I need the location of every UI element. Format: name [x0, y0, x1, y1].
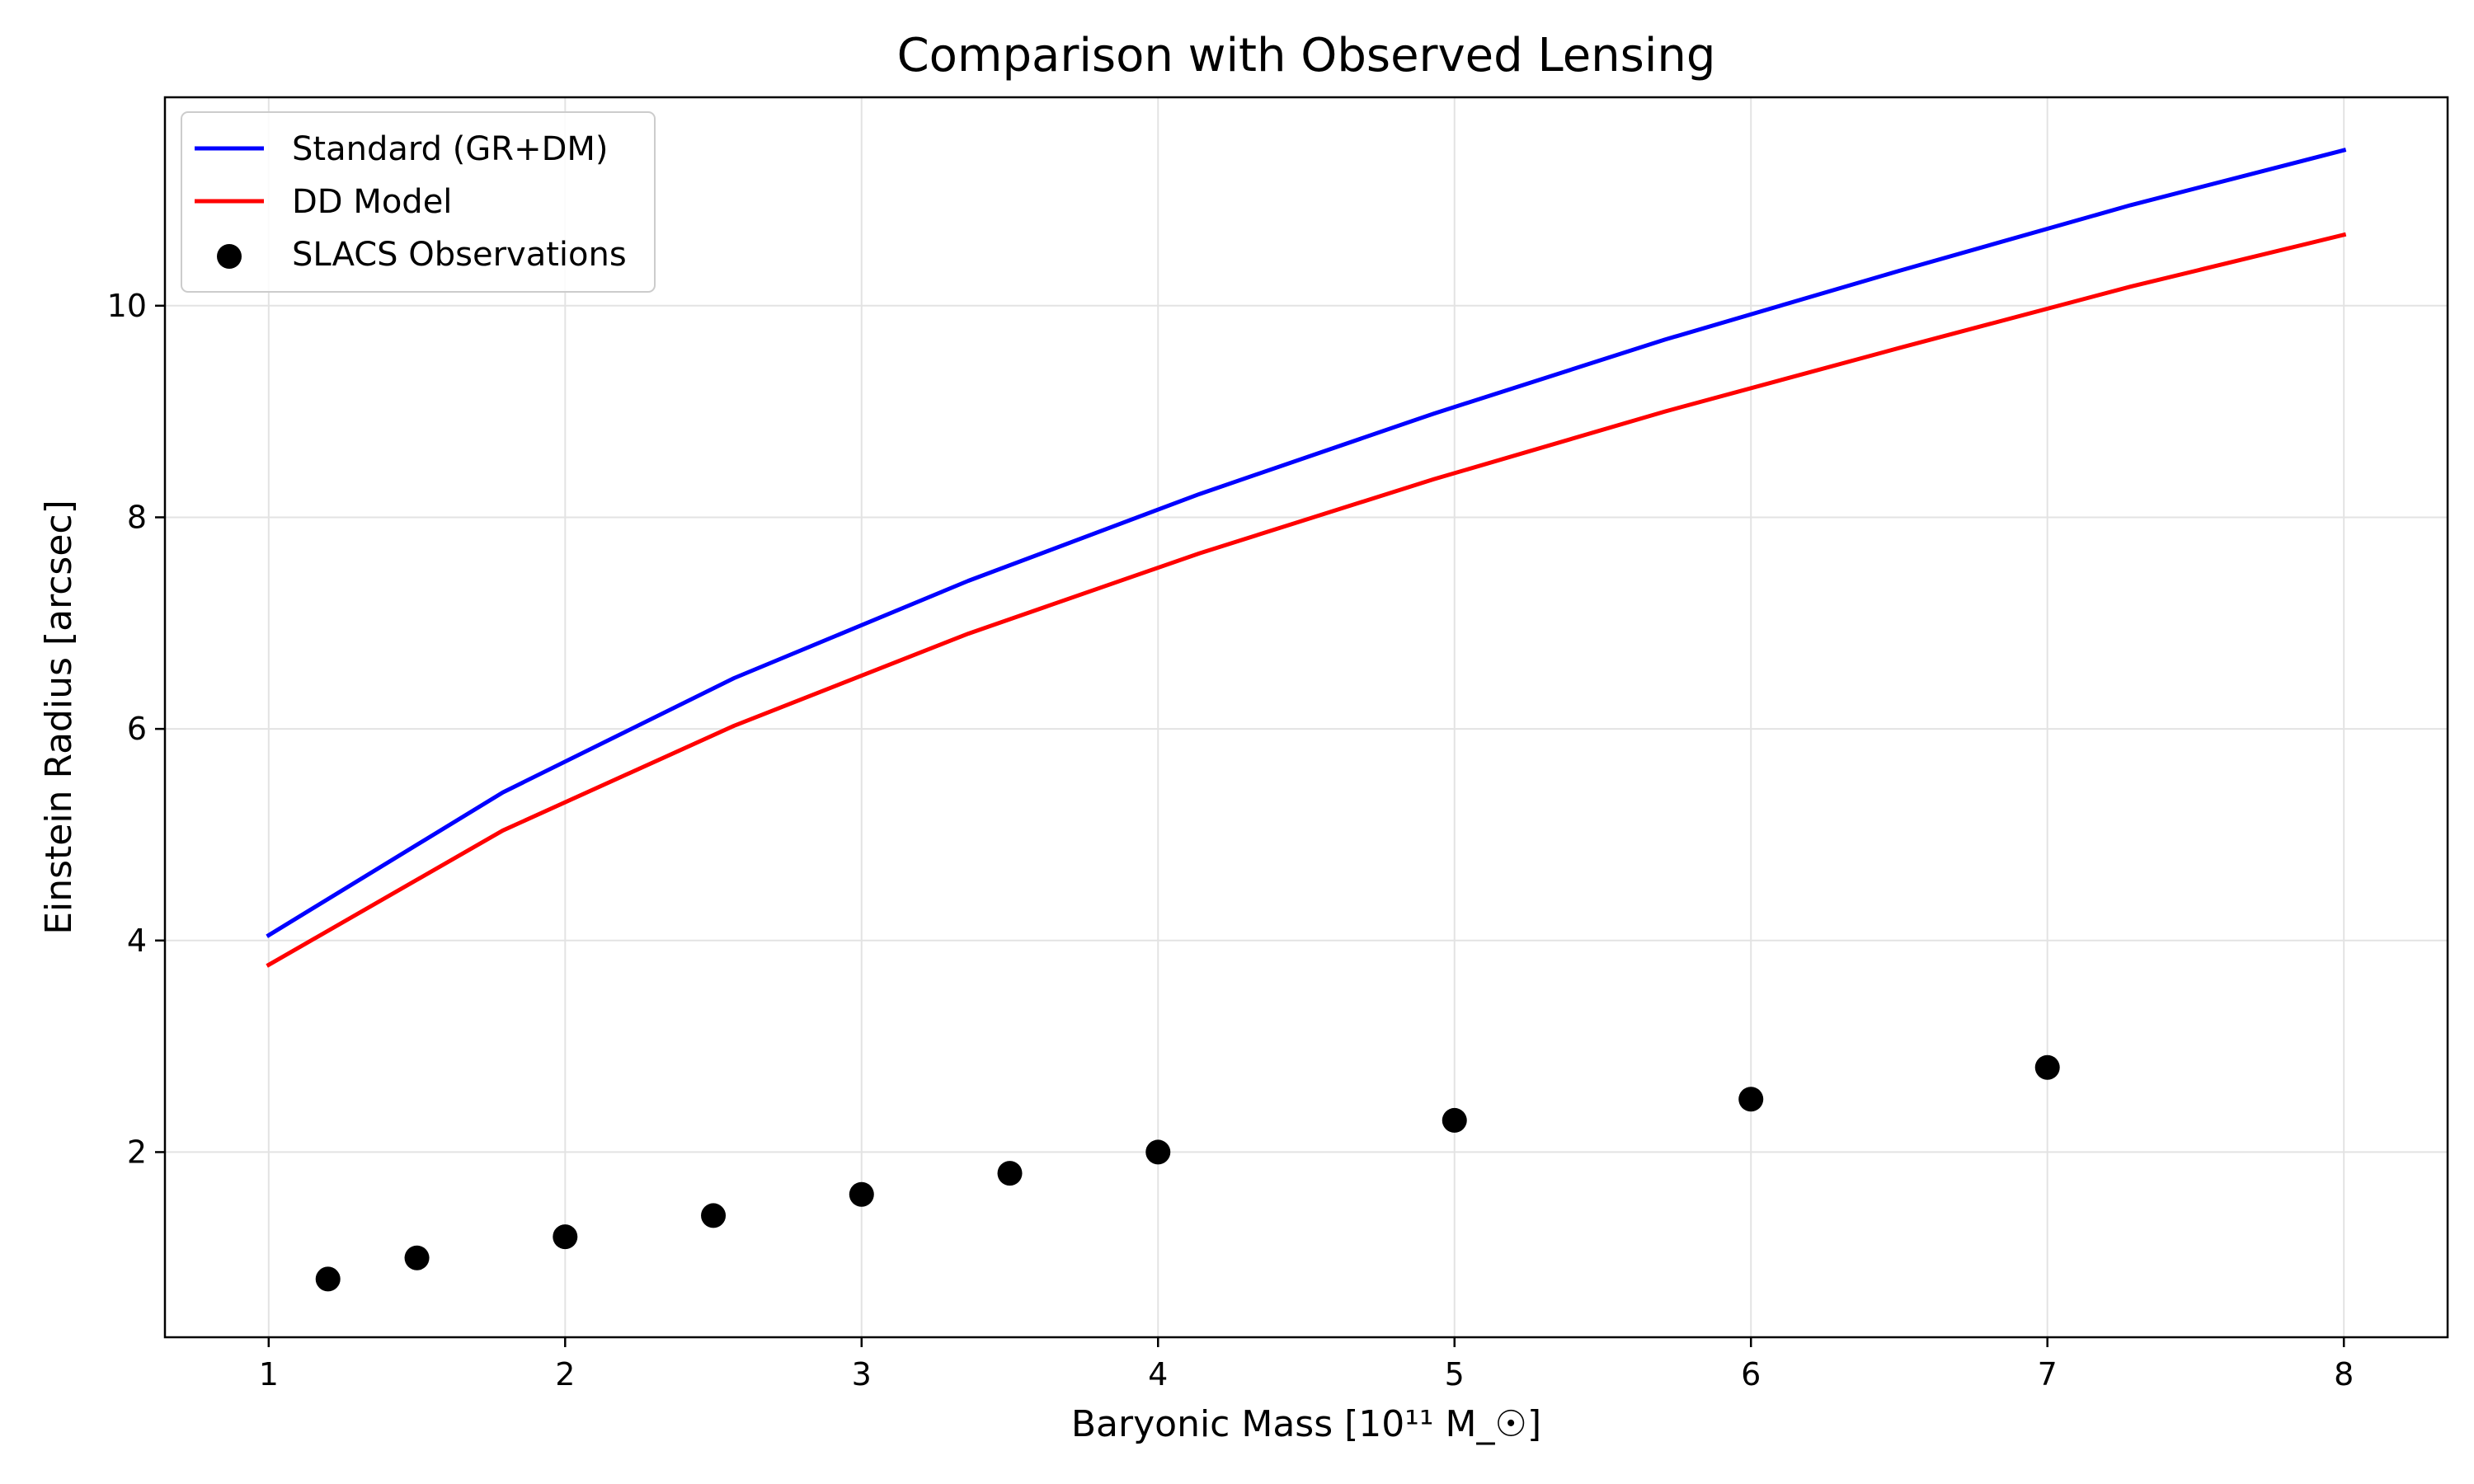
- data-point-slacs-observations: [404, 1245, 430, 1270]
- x-tick-label: 7: [2038, 1356, 2058, 1392]
- x-tick-label: 6: [1741, 1356, 1761, 1392]
- legend-entry-label: Standard (GR+DM): [292, 130, 609, 168]
- y-axis-label: Einstein Radius [arcsec]: [38, 500, 80, 935]
- grid: [165, 97, 2448, 1337]
- x-tick-label: 2: [555, 1356, 575, 1392]
- legend-marker-swatch: [217, 244, 242, 269]
- legend: Standard (GR+DM) DD Model SLACS Observatio…: [181, 111, 656, 293]
- y-tick-label: 8: [127, 499, 147, 535]
- legend-entry-label: SLACS Observations: [292, 236, 627, 274]
- data-point-slacs-observations: [1145, 1139, 1171, 1165]
- data-point-slacs-observations: [997, 1161, 1023, 1186]
- x-tick-label: 3: [852, 1356, 872, 1392]
- x-tick-label: 4: [1148, 1356, 1168, 1392]
- plot-frame: [163, 96, 2449, 1339]
- legend-box: [181, 111, 656, 293]
- y-tick-label: 6: [127, 711, 147, 747]
- data-point-slacs-observations: [2034, 1054, 2060, 1080]
- y-tick-label: 10: [107, 288, 147, 324]
- x-tick-label: 1: [259, 1356, 279, 1392]
- x-tick-label: 5: [1445, 1356, 1465, 1392]
- data-point-slacs-observations: [1738, 1087, 1764, 1112]
- ticks: 1 2 3 4 5 6 7 8 2 4 6 8 10: [107, 288, 2354, 1392]
- y-tick-label: 2: [127, 1134, 147, 1170]
- x-axis-label: Baryonic Mass [10¹¹ M_☉]: [1071, 1403, 1541, 1445]
- y-tick-label: 4: [127, 923, 147, 959]
- chart-title: Comparison with Observed Lensing: [897, 29, 1716, 82]
- legend-entry-label: DD Model: [292, 183, 452, 221]
- series-line-dd-model: [266, 232, 2347, 968]
- data-point-slacs-observations: [701, 1203, 727, 1228]
- data-point-slacs-observations: [315, 1266, 341, 1292]
- series-layer: [266, 148, 2347, 1292]
- data-point-slacs-observations: [553, 1224, 578, 1250]
- data-point-slacs-observations: [849, 1181, 874, 1207]
- x-tick-label: 8: [2334, 1356, 2354, 1392]
- data-point-slacs-observations: [1442, 1107, 1467, 1133]
- series-line-standard-gr-dm: [266, 148, 2347, 938]
